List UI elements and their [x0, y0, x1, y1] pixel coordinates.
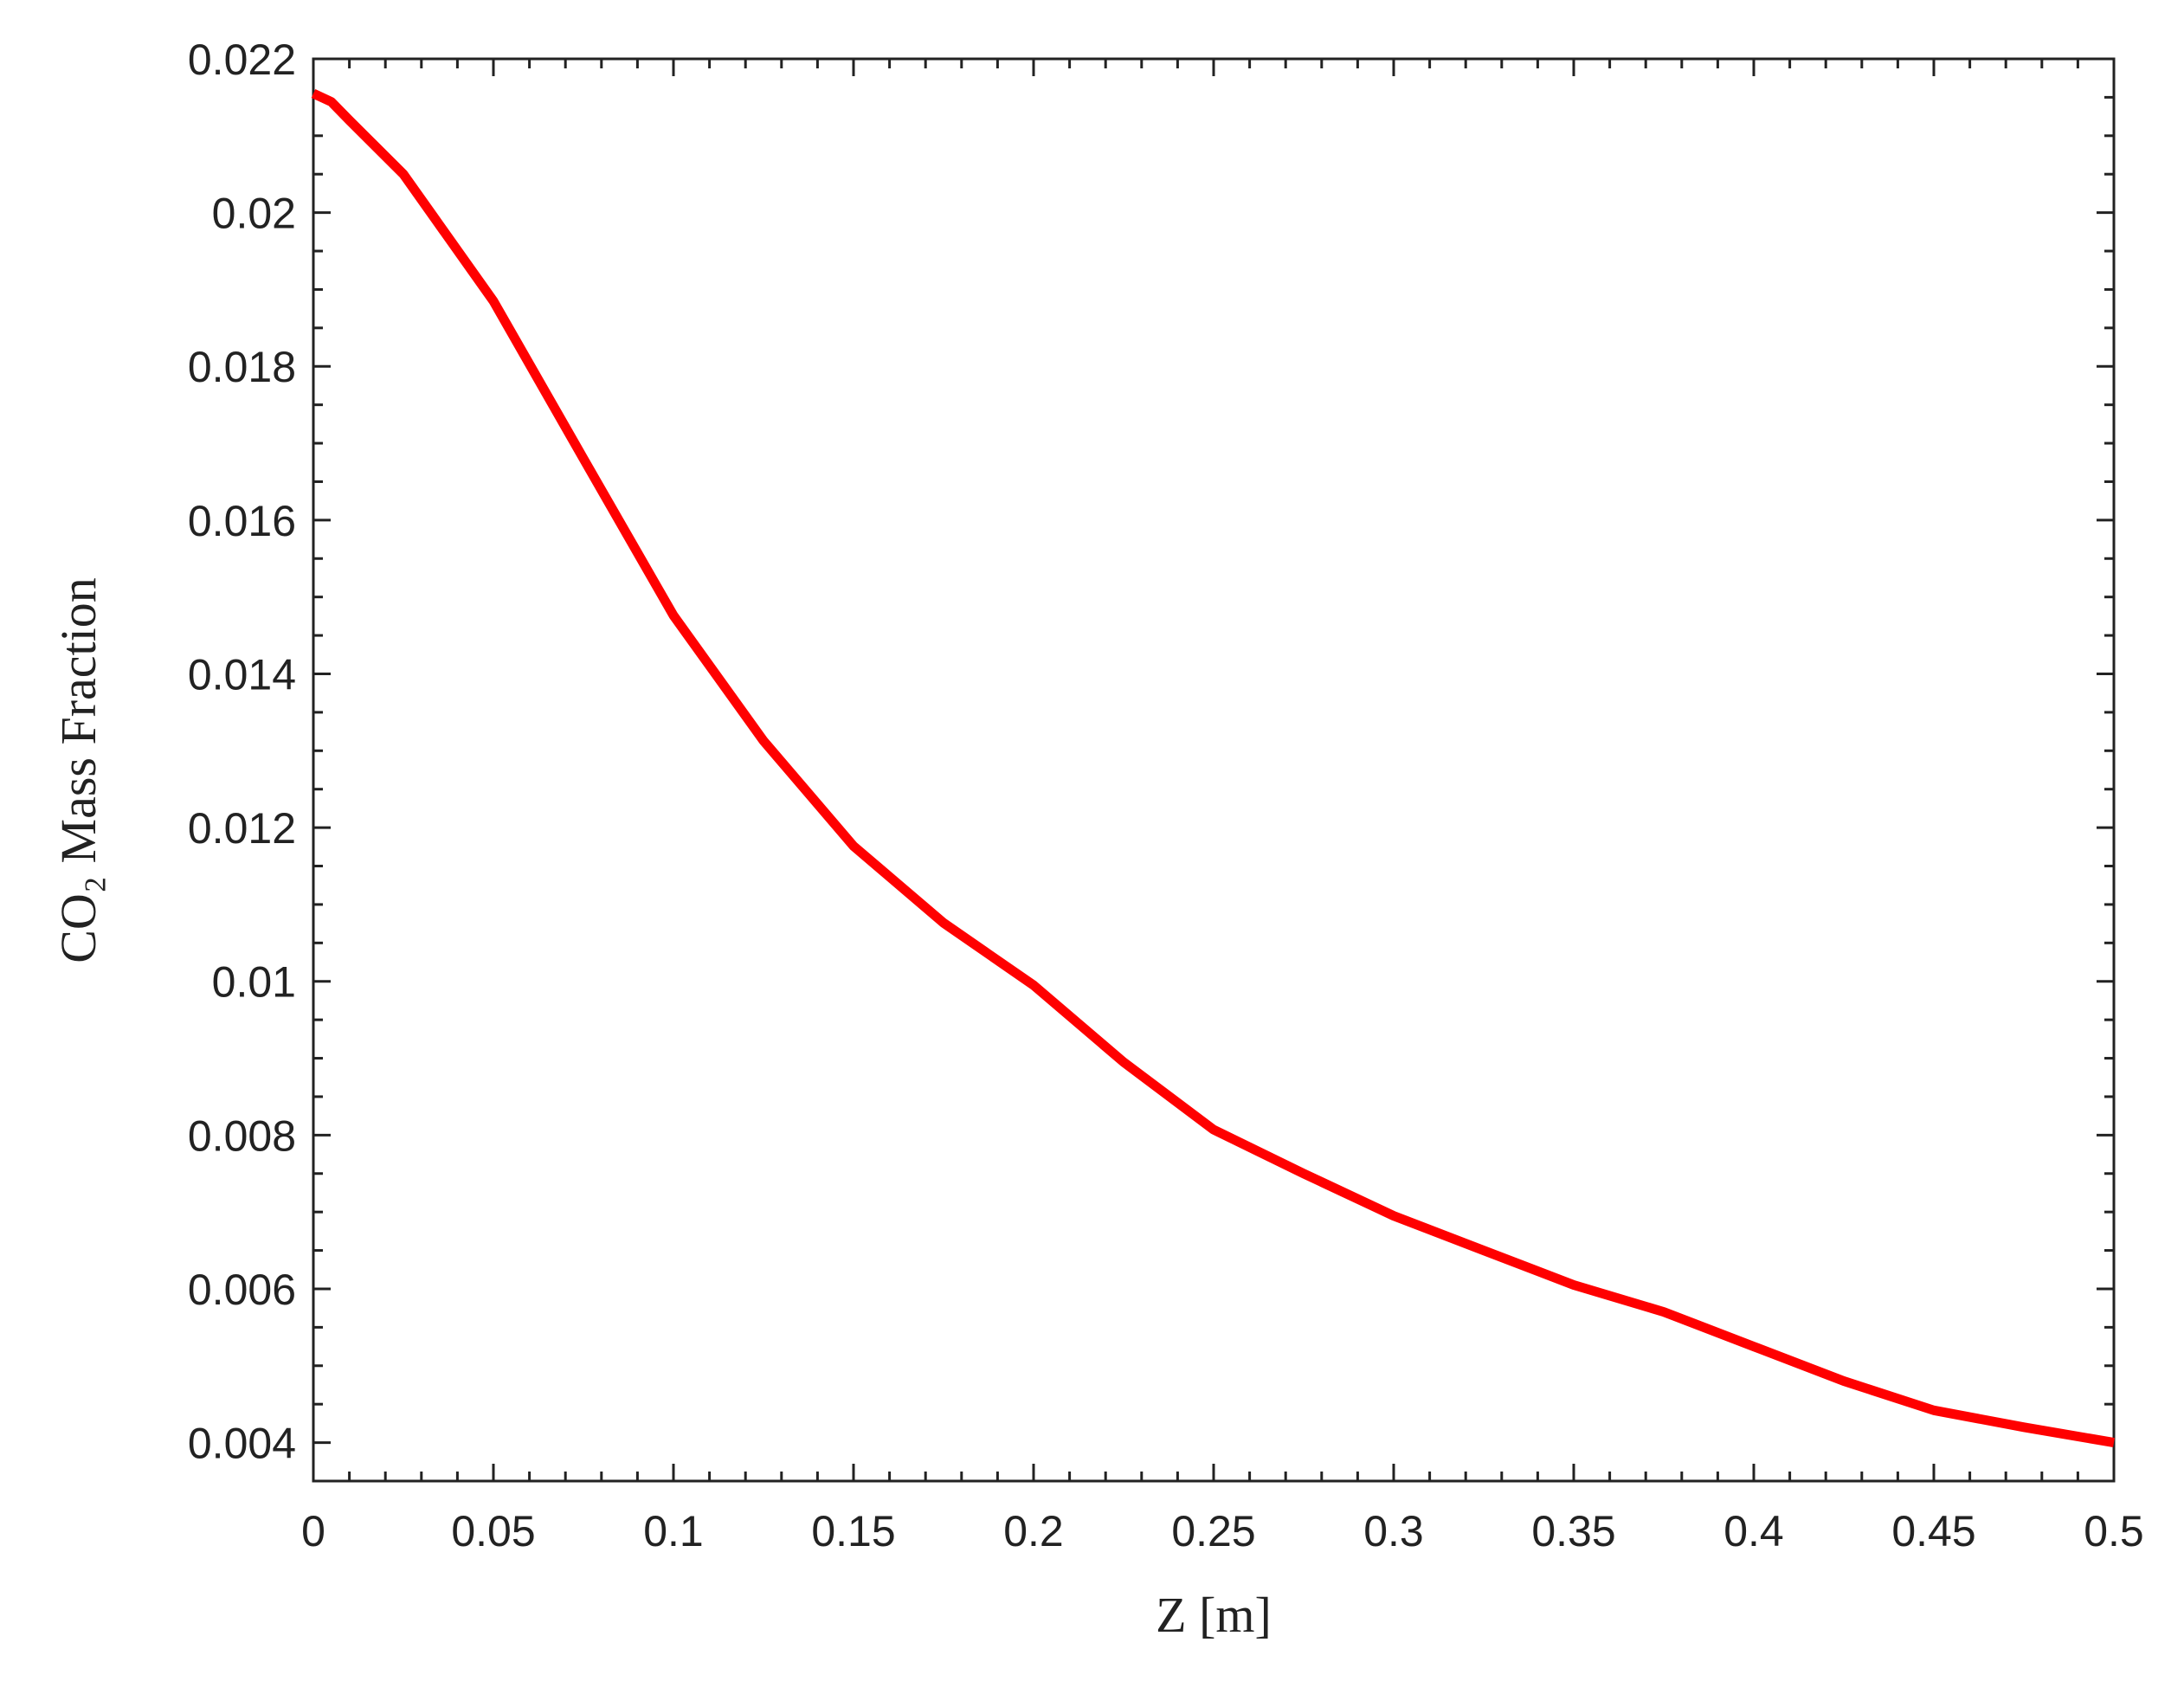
y-tick-label: 0.02 [212, 190, 296, 238]
y-tick-label: 0.012 [188, 804, 296, 853]
y-tick-label: 0.018 [188, 343, 296, 391]
y-tick-label: 0.01 [212, 958, 296, 1007]
x-tick-label: 0.15 [811, 1507, 895, 1555]
y-tick-label: 0.016 [188, 497, 296, 545]
x-tick-label: 0.3 [1363, 1507, 1424, 1555]
y-axis-label: CO₂ Mass Fraction [50, 577, 106, 963]
x-tick-label: 0.2 [1003, 1507, 1064, 1555]
data-line [311, 89, 2115, 1448]
x-tick-label: 0.1 [643, 1507, 704, 1555]
x-tick-label: 0.05 [451, 1507, 535, 1555]
x-tick-label: 0.5 [2084, 1507, 2144, 1555]
x-axis-label: Z [m] [1156, 1587, 1272, 1643]
x-tick-label: 0.25 [1171, 1507, 1255, 1555]
x-tick-label: 0.45 [1891, 1507, 1975, 1555]
y-tick-label: 0.008 [188, 1111, 296, 1160]
y-tick-label: 0.014 [188, 650, 296, 699]
x-tick-label: 0 [301, 1507, 325, 1555]
plot-frame [312, 57, 2116, 1483]
x-tick-label: 0.35 [1531, 1507, 1615, 1555]
y-tick-label: 0.006 [188, 1266, 296, 1314]
y-tick-label: 0.022 [188, 35, 296, 84]
y-tick-label: 0.004 [188, 1420, 296, 1468]
x-tick-label: 0.4 [1723, 1507, 1784, 1555]
